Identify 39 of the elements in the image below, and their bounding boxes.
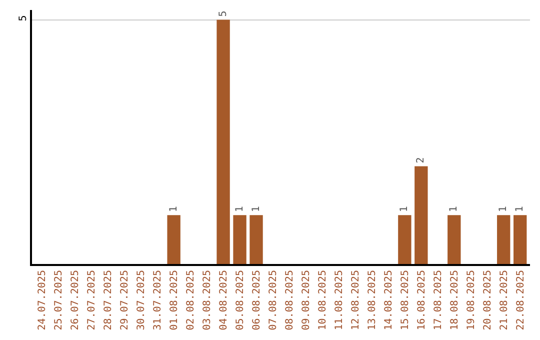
x-tick-label: 02.08.2025	[186, 270, 197, 330]
x-tick-label: 01.08.2025	[169, 270, 180, 330]
x-tick-label: 28.07.2025	[103, 270, 114, 330]
x-tick-label: 27.07.2025	[86, 270, 98, 330]
x-tick-label: 18.08.2025	[449, 270, 460, 330]
x-tick-label: 03.08.2025	[202, 270, 214, 330]
x-tick-label: 25.07.2025	[54, 270, 65, 330]
x-tick-label: 05.08.2025	[235, 270, 246, 330]
x-tick-label: 07.08.2025	[268, 270, 279, 330]
x-tick-label: 04.08.2025	[218, 270, 230, 330]
x-tick-label: 09.08.2025	[300, 270, 312, 330]
data-label: 1	[234, 206, 246, 212]
x-tick-label: 10.08.2025	[317, 270, 328, 330]
data-label: 1	[399, 206, 410, 212]
x-tick-label: 14.08.2025	[383, 270, 394, 330]
x-tick-label: 17.08.2025	[432, 270, 444, 330]
data-label: 2	[416, 157, 427, 164]
x-tick-label: 19.08.2025	[466, 270, 477, 330]
x-tick-label: 08.08.2025	[284, 270, 296, 330]
x-tick-label: 12.08.2025	[350, 270, 362, 330]
x-tick-label: 15.08.2025	[400, 270, 411, 330]
data-label: 1	[514, 206, 526, 212]
x-tick-label: 11.08.2025	[334, 270, 345, 330]
data-label: 5	[218, 10, 229, 17]
x-tick-label: 29.07.2025	[120, 270, 131, 330]
data-label: 1	[498, 206, 510, 212]
x-tick-label: 24.07.2025	[37, 270, 48, 330]
x-tick-label: 22.08.2025	[515, 270, 526, 330]
x-tick-label: 06.08.2025	[252, 270, 263, 330]
x-tick-label: 16.08.2025	[416, 270, 428, 330]
x-tick-label: 31.07.2025	[152, 270, 164, 330]
x-tick-label: 26.07.2025	[70, 270, 82, 330]
x-tick-label: 13.08.2025	[366, 270, 378, 330]
x-tick-label: 30.07.2025	[136, 270, 148, 330]
x-tick-label: 20.08.2025	[482, 270, 494, 330]
data-label: 1	[448, 206, 460, 212]
data-label: 1	[250, 206, 262, 212]
data-label: 1	[168, 206, 180, 212]
x-tick-label: 21.08.2025	[498, 270, 510, 330]
